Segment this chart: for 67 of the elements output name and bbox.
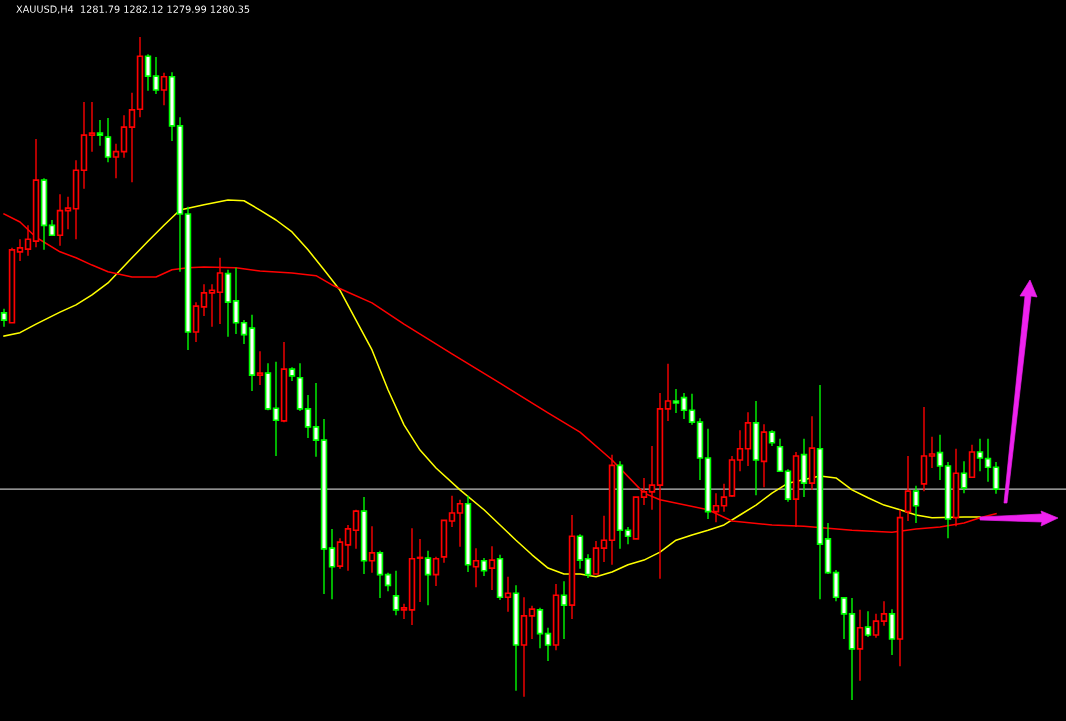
candlestick bbox=[88, 101, 96, 153]
candlestick bbox=[992, 461, 1000, 495]
candlestick bbox=[536, 607, 544, 649]
candlestick bbox=[872, 613, 880, 639]
candlestick bbox=[24, 224, 32, 257]
candlestick bbox=[840, 596, 848, 640]
candlestick bbox=[448, 495, 456, 528]
candlestick bbox=[104, 117, 112, 164]
candlestick bbox=[912, 485, 920, 524]
candlestick bbox=[112, 143, 120, 179]
candlestick bbox=[576, 533, 584, 570]
candlestick bbox=[672, 388, 680, 414]
candlestick bbox=[240, 319, 248, 345]
candlestick bbox=[544, 627, 552, 662]
candlestick bbox=[880, 600, 888, 627]
chart-title: XAUUSD,H4 1281.79 1282.12 1279.99 1280.35 bbox=[16, 5, 250, 14]
candlestick bbox=[584, 553, 592, 579]
candlestick bbox=[96, 119, 104, 147]
candlestick bbox=[424, 550, 432, 606]
candlestick bbox=[712, 492, 720, 524]
candlestick bbox=[928, 436, 936, 469]
candlestick bbox=[392, 570, 400, 616]
candlestick bbox=[128, 91, 136, 183]
candlestick bbox=[472, 547, 480, 588]
candlestick bbox=[64, 196, 72, 230]
candlestick bbox=[936, 434, 944, 481]
candlestick bbox=[256, 350, 264, 386]
candlestick bbox=[736, 429, 744, 472]
candlestick bbox=[600, 514, 608, 563]
candlestick bbox=[272, 361, 280, 457]
candlestick bbox=[16, 238, 24, 262]
candlestick bbox=[856, 609, 864, 682]
candlestick bbox=[160, 72, 168, 106]
candlestick bbox=[208, 283, 216, 328]
candlestick bbox=[504, 575, 512, 613]
candlestick bbox=[336, 537, 344, 570]
candlestick bbox=[216, 257, 224, 325]
candlestick bbox=[144, 53, 152, 92]
candlestick bbox=[232, 267, 240, 335]
candlestick bbox=[640, 477, 648, 506]
candlestick bbox=[976, 438, 984, 472]
candlestick bbox=[528, 605, 536, 640]
candlestick bbox=[416, 538, 424, 603]
candlestick bbox=[664, 363, 672, 422]
candlestick bbox=[680, 392, 688, 420]
candlestick bbox=[488, 545, 496, 591]
candlestick bbox=[344, 524, 352, 572]
candlestick bbox=[904, 455, 912, 522]
candlestick bbox=[864, 610, 872, 638]
candlestick bbox=[152, 56, 160, 95]
candlestick bbox=[432, 556, 440, 587]
candlestick bbox=[960, 460, 968, 494]
candlestick bbox=[400, 603, 408, 620]
candlestick bbox=[200, 283, 208, 317]
candlestick bbox=[304, 394, 312, 439]
candlestick bbox=[984, 438, 992, 483]
candlestick bbox=[648, 445, 656, 511]
candlestick bbox=[456, 499, 464, 548]
candlestick bbox=[312, 382, 320, 458]
candlestick bbox=[560, 580, 568, 640]
candlestick bbox=[328, 528, 336, 600]
candlestick bbox=[368, 525, 376, 574]
candlestick bbox=[720, 483, 728, 513]
candlestick bbox=[688, 392, 696, 426]
candlestick bbox=[376, 550, 384, 599]
candlestick bbox=[352, 509, 360, 550]
candlestick bbox=[384, 572, 392, 592]
